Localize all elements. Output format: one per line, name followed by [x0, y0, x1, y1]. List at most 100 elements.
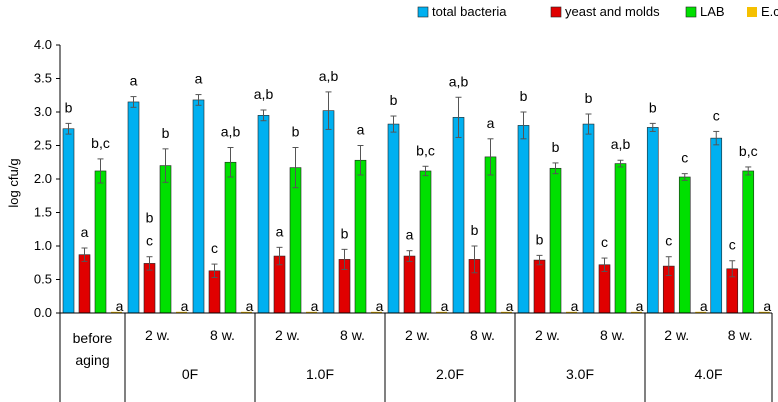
y-tick-label: 1.0 [34, 238, 52, 253]
series-yeast-and-molds: abc ca b a bb c c c [78, 210, 739, 314]
data-label: a,b [611, 136, 631, 152]
bar [678, 176, 691, 314]
data-label: a [441, 298, 449, 314]
bar [533, 259, 546, 314]
y-tick-label: 0.5 [34, 272, 52, 287]
bar [484, 156, 497, 314]
data-label: c [146, 233, 153, 249]
data-label: a [763, 298, 771, 314]
bar [517, 125, 530, 314]
data-label: b [65, 99, 73, 115]
data-label: b [471, 222, 479, 238]
sub-category-label: 8 w. [470, 327, 495, 343]
legend-label: yeast and molds [565, 4, 660, 19]
data-label: a [700, 298, 708, 314]
bar [94, 170, 107, 314]
data-label: b [520, 88, 528, 104]
data-label: b [146, 210, 154, 226]
data-label: a,b [221, 124, 241, 140]
bar [403, 255, 416, 314]
bar [224, 161, 237, 314]
group-label: 2.0F [436, 366, 464, 382]
data-label: a [357, 122, 365, 138]
data-label: b [390, 92, 398, 108]
data-label: a [116, 298, 124, 314]
group-label: 0F [182, 366, 198, 382]
legend-label: total bacteria [432, 4, 507, 19]
data-label: c [665, 233, 672, 249]
data-label: b [585, 90, 593, 106]
legend-label: LAB [700, 4, 725, 19]
bar [710, 137, 723, 314]
bar [549, 167, 562, 314]
data-label: a [376, 298, 384, 314]
bar [322, 110, 335, 314]
sub-category-label: 8 w. [340, 327, 365, 343]
bar [354, 159, 367, 314]
bar [387, 123, 400, 314]
sub-category-label: 2 w. [275, 327, 300, 343]
bar [436, 311, 447, 313]
legend-swatch [685, 6, 697, 18]
category-label: before [73, 330, 113, 346]
y-tick-label: 3.5 [34, 71, 52, 86]
data-label: a,b [254, 86, 274, 102]
data-label: c [601, 234, 608, 250]
legend-swatch [550, 6, 562, 18]
y-axis-label-group: log cfu/g [6, 158, 21, 207]
bar [695, 311, 707, 313]
sub-category-label: 2 w. [145, 327, 170, 343]
bar [419, 170, 432, 314]
bar [111, 311, 122, 313]
sub-category-label: 8 w. [600, 327, 625, 343]
bar [631, 311, 642, 313]
data-label: a [487, 115, 495, 131]
bar [371, 311, 382, 313]
data-label: a [246, 298, 254, 314]
bar [257, 115, 270, 314]
bar [646, 127, 659, 314]
bar [598, 264, 611, 314]
sub-category-label: 8 w. [210, 327, 235, 343]
y-axis: 0.0 0.5 1.0 1.5 2.0 2.5 3.0 3.5 4.0 [34, 37, 61, 320]
bar [452, 117, 465, 314]
group-label: 3.0F [566, 366, 594, 382]
sub-category-label: 2 w. [405, 327, 430, 343]
y-tick-label: 1.5 [34, 205, 52, 220]
y-tick-label: 2.0 [34, 171, 52, 186]
data-label: a [130, 73, 138, 89]
group-label: 1.0F [306, 366, 334, 382]
y-tick-label: 2.5 [34, 138, 52, 153]
series-total-bacteria: ba aa,ba,bba,bb bbc [62, 68, 723, 314]
data-label: b [552, 139, 560, 155]
bar [289, 167, 302, 314]
sub-category-label: 2 w. [535, 327, 560, 343]
legend: total bacteria yeast and molds LAB E.coli [417, 4, 778, 19]
y-tick-label: 4.0 [34, 37, 52, 52]
bar [159, 165, 172, 314]
data-label: c [713, 107, 720, 123]
sub-category-label: 8 w. [728, 327, 753, 343]
category-label: aging [75, 352, 109, 368]
bar [127, 101, 140, 314]
data-label: a [195, 71, 203, 87]
bar [566, 311, 577, 313]
data-label: a [406, 227, 414, 243]
y-tick-label: 3.0 [34, 104, 52, 119]
data-label: b,c [739, 143, 758, 159]
bar [742, 170, 755, 314]
bar [758, 311, 770, 313]
bar [143, 263, 156, 314]
bar [614, 163, 627, 314]
bar [176, 311, 187, 313]
data-label: b [162, 125, 170, 141]
bar [501, 311, 512, 313]
group-label: 4.0F [694, 366, 722, 382]
bar [192, 99, 205, 314]
data-label: a [81, 224, 89, 240]
data-label: b [536, 231, 544, 247]
legend-swatch [747, 7, 757, 17]
